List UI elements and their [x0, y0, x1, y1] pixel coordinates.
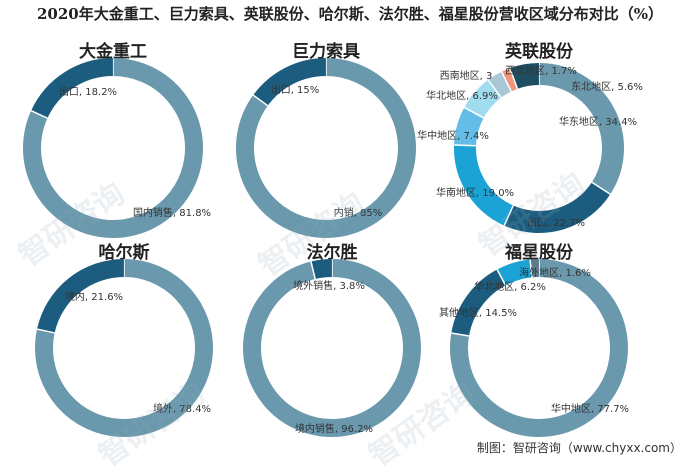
data-label: 出口, 18.2%: [59, 85, 117, 98]
donut-slice: [313, 268, 332, 270]
data-label: 华东地区, 34.4%: [559, 115, 637, 128]
data-label: 出口, 22.7%: [527, 216, 585, 229]
slice-separator: [454, 145, 476, 146]
data-label: 华中地区, 77.7%: [551, 402, 629, 415]
donut-slice: [495, 82, 507, 89]
data-label: 西南地区, 3: [440, 69, 493, 82]
data-label: 境内, 21.6%: [65, 290, 123, 303]
data-label: 出口, 15%: [271, 83, 320, 96]
donut-slice: [252, 268, 412, 428]
donut-slice: [509, 188, 601, 222]
data-label: 西北地区, 1.7%: [505, 64, 577, 77]
data-label: 华北地区, 6.2%: [474, 280, 546, 293]
data-label: 东北地区, 5.6%: [571, 80, 643, 93]
data-label: 海外地区, 1.6%: [519, 266, 591, 279]
data-label: 华中地区, 7.4%: [417, 129, 489, 142]
data-label: 国内销售, 81.8%: [133, 206, 211, 219]
data-label: 其他地区, 14.5%: [439, 306, 517, 319]
donut-slice: [465, 145, 509, 215]
data-label: 华南地区, 19.0%: [436, 186, 514, 199]
source-note: 制图：智研咨询（www.chyxx.com）: [477, 439, 682, 456]
data-label: 境外, 78.4%: [153, 402, 211, 415]
donut-slice: [506, 79, 513, 82]
data-label: 境外销售, 3.8%: [293, 279, 365, 292]
chart-title: 英联股份: [505, 41, 574, 62]
data-label: 境内销售, 96.2%: [295, 422, 373, 435]
data-label: 内销, 85%: [334, 206, 383, 219]
data-label: 华北地区, 6.9%: [426, 89, 498, 102]
